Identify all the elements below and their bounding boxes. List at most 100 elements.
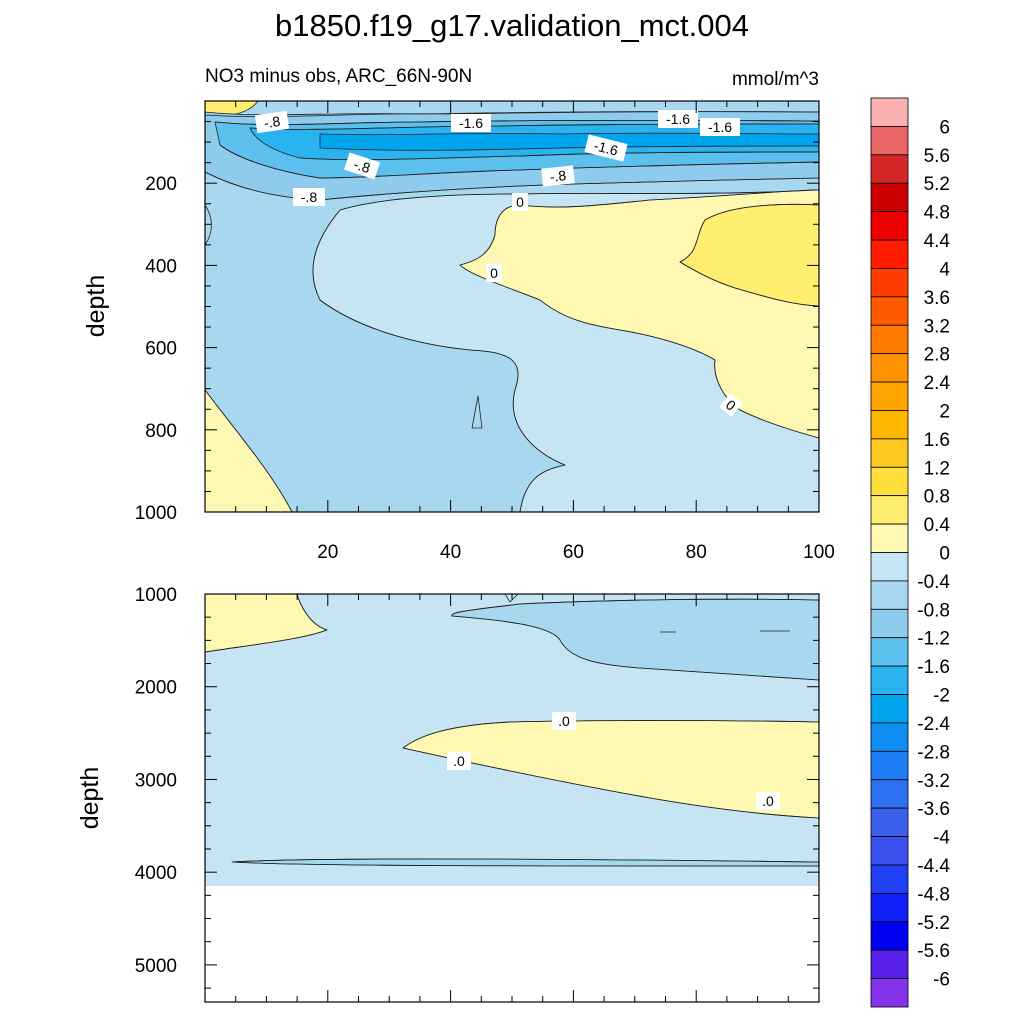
- lower-panel: .0 .0 .0 1000 2000 3000 4000 5000 depth: [76, 585, 820, 1003]
- contour-label: 0: [486, 264, 502, 282]
- contour-label: 0: [719, 392, 743, 418]
- upper-contour-line-5: [219, 144, 819, 179]
- colorbar-swatch: [870, 807, 909, 837]
- colorbar-label: 1.6: [924, 430, 950, 451]
- lower-contour-line-1: [205, 594, 328, 653]
- colorbar-label: -3.6: [917, 799, 950, 820]
- colorbar-swatch: [870, 694, 909, 724]
- colorbar-swatch: [870, 580, 909, 610]
- lower-ylabel: depth: [76, 767, 104, 830]
- upper-contour-line-11: [471, 395, 483, 429]
- colorbar-swatch: [870, 892, 909, 923]
- contour-label: 0: [512, 193, 528, 211]
- colorbar-swatch: [870, 410, 909, 440]
- contour-label-text: .0: [453, 753, 465, 769]
- lower-contour-line-4: [231, 858, 819, 867]
- colorbar-label: -2.4: [917, 714, 950, 735]
- contour-label-bg: [447, 752, 471, 770]
- colorbar-label: 4.4: [924, 231, 951, 252]
- contour-label-text: .0: [558, 713, 570, 729]
- colorbar-label: 5.2: [924, 174, 950, 195]
- colorbar-swatch: [870, 665, 909, 695]
- colorbar-swatch: [870, 324, 909, 355]
- upper-contour-line-9: [679, 203, 819, 307]
- upper-contour-line-4: [205, 171, 819, 201]
- contour-label: -.8: [293, 188, 325, 206]
- upper-contour-line-7: [312, 189, 819, 512]
- y-tick-label: 3000: [135, 770, 177, 791]
- lower-contour-labels: .0 .0 .0: [447, 712, 780, 810]
- contour-label-bg: [552, 712, 576, 730]
- contour-label-bg: [658, 110, 698, 128]
- contour-label-bg: [541, 165, 575, 187]
- contour-label-bg: [486, 264, 502, 282]
- lower-axes: 1000 2000 3000 4000 5000: [135, 585, 820, 1002]
- lower-empty-region: [205, 886, 819, 1002]
- colorbar-label: 4.8: [924, 203, 950, 224]
- contour-label: .0: [447, 752, 471, 770]
- contour-label: -.8: [344, 152, 380, 180]
- y-tick-label: 2000: [135, 678, 177, 699]
- colorbar-label: -4: [933, 828, 950, 849]
- colorbar-swatch: [870, 97, 909, 127]
- contour-label-text: -.8: [301, 189, 318, 205]
- colorbar-label: -0.8: [917, 600, 950, 621]
- contour-label-bg: [756, 792, 780, 810]
- colorbar-swatch: [870, 722, 909, 752]
- units-label: mmol/m^3: [732, 69, 819, 90]
- colorbar-swatch: [870, 239, 909, 269]
- colorbar-swatch: [870, 353, 909, 383]
- colorbar-swatch: [870, 381, 909, 411]
- colorbar-swatch: [870, 154, 909, 184]
- upper-ylabel: depth: [82, 275, 110, 338]
- contour-label-bg: [584, 134, 628, 162]
- y-tick-label: 4000: [135, 863, 177, 884]
- contour-label-text: -.8: [549, 167, 567, 185]
- contour-label-text: .0: [762, 793, 774, 809]
- contour-label: .0: [756, 792, 780, 810]
- colorbar-label: -4.8: [917, 884, 950, 905]
- contour-label-text: -.8: [352, 156, 373, 176]
- x-tick-label: 20: [317, 542, 338, 563]
- upper-contour-labels: -.8 -1.6 -.8 -1.6 -1.6 -1.6 -.8 -.8 0 0 0: [254, 110, 743, 418]
- contour-label-bg: [451, 114, 491, 132]
- colorbar: 6 5.6 5.2 4.8 4.4 4 3.6 3.2 2.8 2.4 2 1.6 1.2 0.8 0.4 0…: [870, 97, 951, 1008]
- colorbar-swatch: [870, 750, 909, 781]
- contour-label-bg: [293, 188, 325, 206]
- y-tick-label: 1000: [135, 503, 177, 524]
- x-tick-label: 100: [803, 542, 835, 563]
- colorbar-swatch: [870, 552, 909, 582]
- colorbar-label: -2.8: [917, 742, 950, 763]
- colorbar-label: 2.4: [924, 373, 951, 394]
- upper-axes: 20 40 60 80 100 200 400 600 800 1000: [135, 100, 835, 563]
- upper-contour-line-10: [205, 389, 293, 512]
- x-tick-label: 40: [440, 542, 461, 563]
- chart-title: b1850.f19_g17.validation_mct.004: [275, 8, 749, 43]
- colorbar-label: -2: [933, 686, 950, 707]
- colorbar-label: 5.6: [924, 146, 950, 167]
- colorbar-swatch: [870, 864, 909, 894]
- colorbar-swatch: [870, 978, 909, 1008]
- y-tick-label: 800: [145, 421, 177, 442]
- chart-subtitle: NO3 minus obs, ARC_66N-90N: [205, 66, 472, 87]
- colorbar-swatch: [870, 836, 909, 866]
- upper-contour-line-8: [459, 189, 819, 439]
- colorbar-label: -5.2: [917, 913, 950, 934]
- colorbar-label: 4: [939, 259, 950, 280]
- y-tick-label: 400: [145, 256, 177, 277]
- lower-contour-line-2: [451, 598, 819, 681]
- contour-label: .0: [552, 712, 576, 730]
- contour-label: -1.6: [451, 114, 491, 132]
- contour-label-text: -1.6: [708, 119, 732, 135]
- colorbar-label: -1.2: [917, 629, 950, 650]
- upper-panel: -.8 -1.6 -.8 -1.6 -1.6 -1.6 -.8 -.8 0 0 0 20 40 60 80…: [82, 100, 835, 563]
- contour-label-bg: [344, 152, 380, 180]
- x-tick-label: 60: [563, 542, 584, 563]
- colorbar-swatch: [870, 466, 909, 497]
- colorbar-label: 2.8: [924, 345, 950, 366]
- contour-label-bg: [719, 392, 743, 418]
- colorbar-swatch: [870, 637, 909, 667]
- colorbar-label: -0.4: [917, 572, 950, 593]
- colorbar-label: 0: [939, 544, 950, 565]
